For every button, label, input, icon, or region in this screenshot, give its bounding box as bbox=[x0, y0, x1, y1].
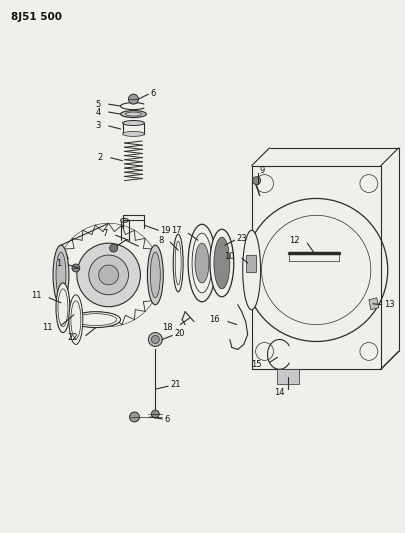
Circle shape bbox=[151, 410, 159, 418]
Ellipse shape bbox=[56, 252, 66, 298]
Circle shape bbox=[151, 335, 159, 343]
Circle shape bbox=[130, 412, 139, 422]
Text: 6: 6 bbox=[164, 415, 170, 424]
Text: 13: 13 bbox=[384, 300, 394, 309]
Ellipse shape bbox=[150, 252, 160, 298]
Ellipse shape bbox=[69, 295, 83, 344]
Circle shape bbox=[77, 243, 141, 306]
Ellipse shape bbox=[173, 234, 183, 292]
Circle shape bbox=[128, 94, 139, 104]
Ellipse shape bbox=[210, 229, 234, 297]
Text: 11: 11 bbox=[43, 323, 53, 332]
Ellipse shape bbox=[121, 219, 128, 222]
Ellipse shape bbox=[126, 112, 141, 116]
Text: 15: 15 bbox=[251, 360, 262, 369]
Ellipse shape bbox=[195, 243, 209, 283]
Ellipse shape bbox=[214, 237, 230, 289]
Text: 3: 3 bbox=[95, 122, 101, 131]
Ellipse shape bbox=[123, 120, 145, 125]
Text: 18: 18 bbox=[162, 323, 173, 332]
Text: 8: 8 bbox=[158, 236, 163, 245]
Circle shape bbox=[253, 176, 260, 184]
Ellipse shape bbox=[71, 301, 81, 338]
Ellipse shape bbox=[121, 110, 146, 118]
Text: 20: 20 bbox=[174, 329, 185, 338]
Ellipse shape bbox=[58, 289, 68, 327]
Polygon shape bbox=[369, 298, 379, 310]
Text: 7: 7 bbox=[102, 229, 108, 238]
Text: 10: 10 bbox=[224, 252, 235, 261]
Circle shape bbox=[148, 333, 162, 346]
Text: 9: 9 bbox=[260, 166, 265, 175]
Ellipse shape bbox=[192, 233, 212, 293]
Circle shape bbox=[99, 265, 119, 285]
Polygon shape bbox=[246, 255, 256, 272]
Text: 21: 21 bbox=[170, 379, 181, 389]
Ellipse shape bbox=[56, 283, 70, 333]
Text: 23: 23 bbox=[237, 233, 247, 243]
Text: 2: 2 bbox=[98, 154, 103, 162]
Ellipse shape bbox=[175, 241, 181, 285]
Text: 14: 14 bbox=[274, 387, 284, 397]
Circle shape bbox=[89, 255, 128, 295]
Text: 12: 12 bbox=[289, 236, 299, 245]
Text: 22: 22 bbox=[67, 333, 78, 342]
Text: 4: 4 bbox=[96, 108, 101, 117]
Text: 5: 5 bbox=[96, 100, 101, 109]
Ellipse shape bbox=[75, 314, 117, 326]
Ellipse shape bbox=[147, 245, 163, 305]
Ellipse shape bbox=[53, 245, 69, 305]
Text: 8J51 500: 8J51 500 bbox=[11, 12, 62, 22]
Text: 6: 6 bbox=[150, 88, 156, 98]
Polygon shape bbox=[277, 369, 299, 384]
Text: 1: 1 bbox=[56, 259, 61, 268]
Ellipse shape bbox=[188, 224, 216, 302]
Ellipse shape bbox=[123, 132, 145, 136]
Text: 17: 17 bbox=[171, 226, 182, 235]
Circle shape bbox=[110, 244, 117, 252]
Ellipse shape bbox=[71, 312, 121, 328]
Text: 16: 16 bbox=[209, 315, 220, 324]
Ellipse shape bbox=[243, 230, 260, 310]
Text: 19: 19 bbox=[160, 226, 171, 235]
Circle shape bbox=[72, 264, 80, 272]
Text: 11: 11 bbox=[31, 292, 41, 300]
